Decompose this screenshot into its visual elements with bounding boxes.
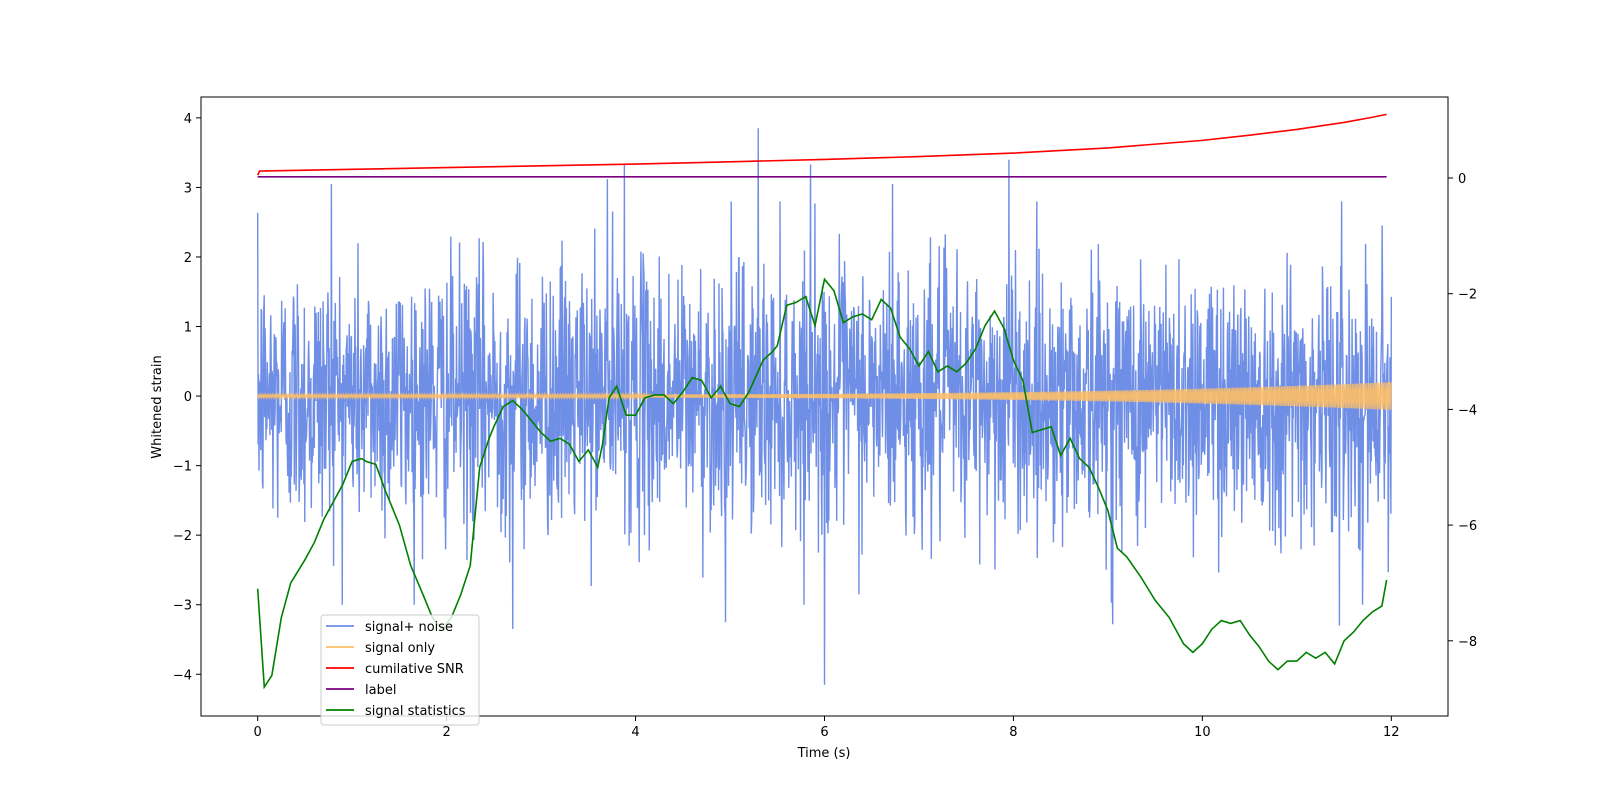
legend-entry: cumilative SNR [365,662,464,677]
y-tick-label: 3 [184,181,192,196]
legend-entry: signal+ noise [365,620,453,635]
y-tick-label: 4 [184,112,192,127]
x-axis-label: Time (s) [797,746,851,761]
x-tick-label: 2 [442,725,450,740]
x-tick-label: 4 [631,725,639,740]
y-tick-label: −2 [173,529,192,544]
y-axis-label: Whitened strain [150,355,165,458]
y-tick-label: −3 [173,599,192,614]
x-tick-label: 12 [1383,725,1400,740]
y-tick-label: 1 [184,321,192,336]
y2-tick-label: −4 [1458,403,1477,418]
y2-tick-label: −2 [1458,288,1477,303]
legend-box [320,614,480,726]
series-cumilative-snr [256,113,1387,176]
y-axis-right: −8 −6 −4 −2 0 [1448,172,1477,650]
y2-tick-label: 0 [1458,172,1466,187]
series-signal-noise [256,128,1393,685]
x-tick-label: 10 [1194,725,1211,740]
y2-tick-label: −8 [1458,635,1477,650]
x-tick-label: 0 [254,725,262,740]
y-axis-left: −4 −3 −2 −1 0 1 2 3 4 [173,112,201,683]
legend-entry: label [365,683,396,698]
y-tick-label: −4 [173,668,192,683]
y-tick-label: 0 [184,390,192,405]
x-tick-label: 6 [820,725,828,740]
legend-entry: signal only [365,641,435,656]
y2-tick-label: −6 [1458,519,1477,534]
x-tick-label: 8 [1009,725,1017,740]
series-signal-only [257,382,1392,410]
y-tick-label: −1 [173,460,192,475]
legend-entry: signal statistics [365,704,466,719]
series-layer [256,113,1393,690]
legend: signal+ noise signal only cumilative SNR la… [320,614,480,726]
y-tick-label: 2 [184,251,192,266]
